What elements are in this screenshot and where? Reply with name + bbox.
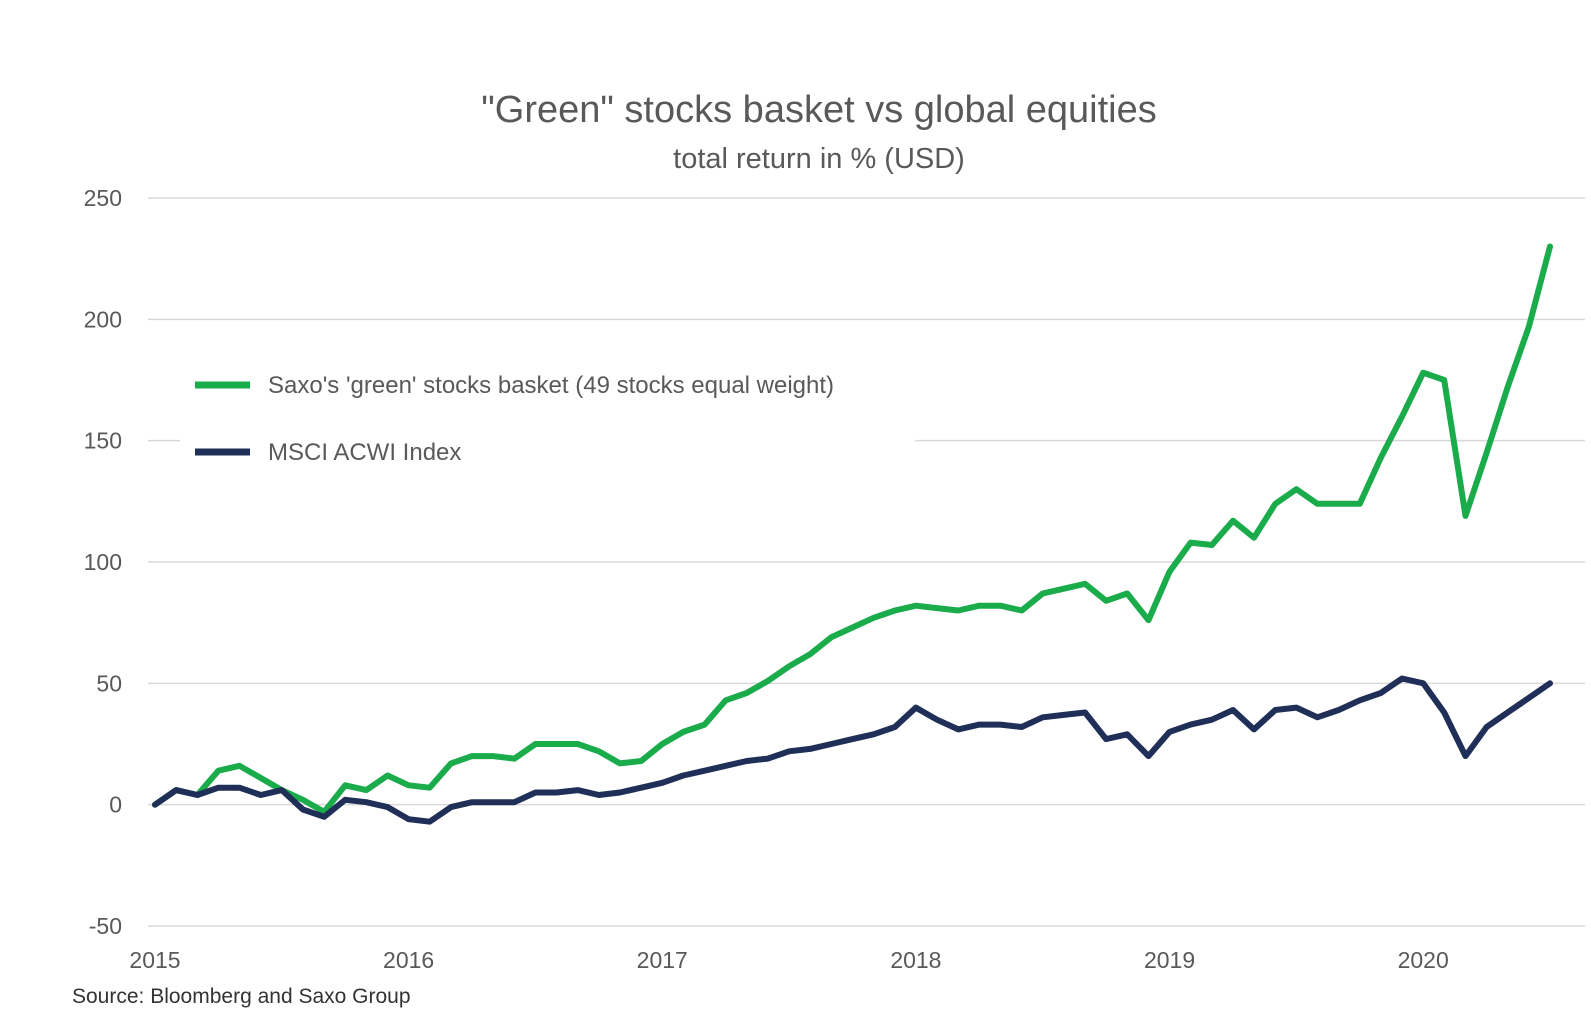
- chart-title: "Green" stocks basket vs global equities: [481, 89, 1156, 131]
- x-tick-label: 2019: [1144, 947, 1195, 973]
- chart-subtitle: total return in % (USD): [673, 143, 965, 175]
- x-tick-label: 2017: [637, 947, 688, 973]
- source-note: Source: Bloomberg and Saxo Group: [72, 985, 411, 1008]
- y-tick-label: 150: [84, 428, 122, 454]
- y-tick-label: 200: [84, 306, 122, 332]
- x-axis-ticks: 2015 2016 2017 2018 2019 2020: [129, 947, 1448, 973]
- y-tick-label: 100: [84, 549, 122, 575]
- legend-label-msci-acwi: MSCI ACWI Index: [268, 439, 461, 466]
- y-tick-label: 0: [109, 792, 122, 818]
- legend: Saxo's 'green' stocks basket (49 stocks …: [180, 345, 915, 480]
- y-axis-ticks: 250 200 150 100 50 0 -50: [84, 185, 122, 939]
- x-tick-label: 2015: [129, 947, 180, 973]
- y-tick-label: -50: [89, 913, 122, 939]
- x-tick-label: 2018: [890, 947, 941, 973]
- x-tick-label: 2020: [1398, 947, 1449, 973]
- series-lines: [152, 243, 1553, 825]
- legend-knockout: [180, 345, 915, 480]
- gridlines: [148, 197, 1585, 927]
- y-tick-label: 50: [96, 670, 122, 696]
- series-line-msci-acwi: [152, 675, 1553, 825]
- series-line-green-basket: [152, 243, 1553, 815]
- y-tick-label: 250: [84, 185, 122, 211]
- legend-label-green-basket: Saxo's 'green' stocks basket (49 stocks …: [268, 372, 834, 399]
- x-tick-label: 2016: [383, 947, 434, 973]
